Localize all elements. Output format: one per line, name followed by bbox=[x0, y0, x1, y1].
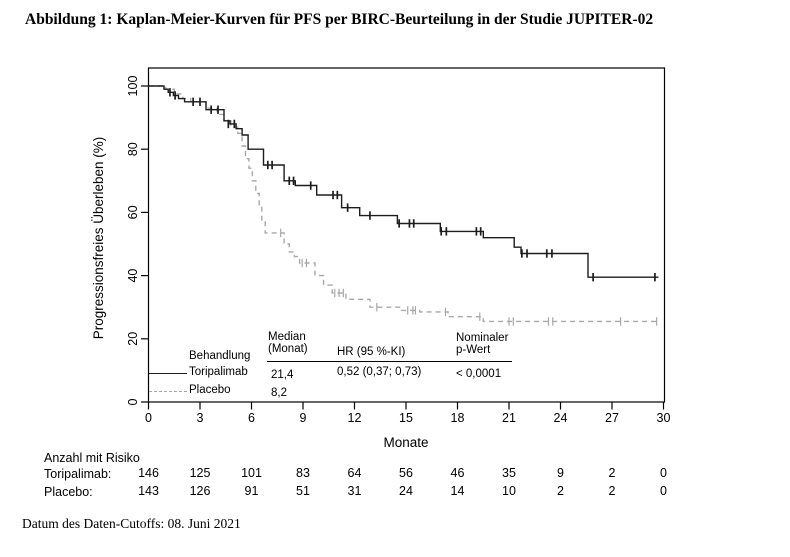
placebo-curve bbox=[148, 85, 661, 323]
risk-count: 64 bbox=[347, 466, 362, 480]
data-cutoff-note: Datum des Daten-Cutoffs: 08. Juni 2021 bbox=[22, 516, 241, 531]
x-axis-tick-label: 21 bbox=[502, 411, 516, 425]
risk-count: 101 bbox=[241, 466, 262, 480]
risk-count: 143 bbox=[138, 484, 159, 498]
risk-count: 2 bbox=[557, 484, 564, 498]
y-axis-title: Progressionsfreies Überleben (%) bbox=[91, 137, 106, 340]
risk-count: 35 bbox=[502, 466, 516, 480]
x-axis-tick-label: 3 bbox=[197, 411, 204, 425]
x-axis-tick-label: 24 bbox=[554, 411, 568, 425]
risk-count: 46 bbox=[450, 466, 465, 480]
x-axis-tick-label: 9 bbox=[300, 411, 307, 425]
x-axis-tick-label: 6 bbox=[248, 411, 255, 425]
y-axis-tick-label: 100 bbox=[126, 76, 140, 97]
risk-row-label-placebo: Placebo: bbox=[44, 485, 93, 499]
x-axis-tick-label: 0 bbox=[145, 411, 152, 425]
risk-count: 2 bbox=[608, 484, 616, 498]
risk-count: 9 bbox=[557, 466, 564, 480]
risk-count: 0 bbox=[660, 484, 667, 498]
risk-table-title: Anzahl mit Risiko bbox=[44, 451, 140, 465]
risk-count: 2 bbox=[608, 466, 616, 480]
x-axis-tick-label: 27 bbox=[605, 411, 619, 425]
x-axis-tick-label: 15 bbox=[399, 411, 413, 425]
y-axis-tick-label: 80 bbox=[126, 142, 140, 156]
y-axis-tick-label: 40 bbox=[126, 269, 140, 283]
x-axis-tick-label: 12 bbox=[348, 411, 362, 425]
x-axis-title: Monate bbox=[383, 435, 428, 450]
risk-count: 56 bbox=[399, 466, 413, 480]
toripalimab-curve bbox=[148, 85, 659, 278]
risk-count: 24 bbox=[399, 484, 413, 498]
risk-row-label-toripalimab: Toripalimab: bbox=[44, 467, 112, 481]
risk-count: 51 bbox=[296, 484, 310, 498]
risk-count: 125 bbox=[189, 466, 211, 480]
risk-count: 91 bbox=[244, 484, 259, 498]
y-axis-tick-label: 0 bbox=[126, 398, 140, 405]
risk-count: 146 bbox=[138, 466, 159, 480]
risk-count: 0 bbox=[660, 466, 667, 480]
risk-count: 126 bbox=[189, 484, 211, 498]
risk-count: 14 bbox=[450, 484, 465, 498]
x-axis-tick-label: 18 bbox=[451, 411, 465, 425]
y-axis-tick-label: 20 bbox=[126, 332, 140, 346]
x-axis-tick-label: 30 bbox=[657, 411, 671, 425]
y-axis-tick-label: 60 bbox=[126, 205, 140, 219]
figure-title: Abbildung 1: Kaplan-Meier-Kurven für PFS… bbox=[25, 11, 654, 28]
risk-count: 83 bbox=[296, 466, 310, 480]
risk-count: 31 bbox=[347, 484, 362, 498]
plot-frame bbox=[147, 67, 666, 403]
risk-count: 10 bbox=[502, 484, 516, 498]
